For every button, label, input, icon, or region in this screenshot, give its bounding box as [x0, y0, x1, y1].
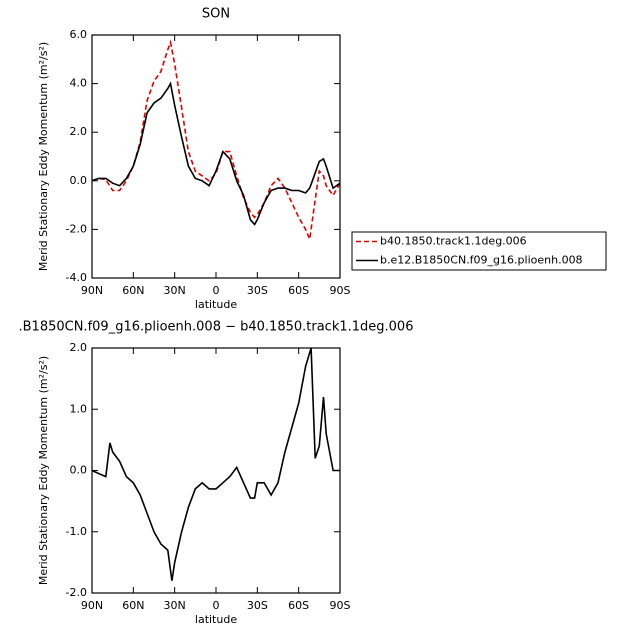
- x-tick-label: 90S: [330, 599, 351, 612]
- y-tick-label: 0.0: [70, 174, 88, 187]
- x-tick-label: 60N: [122, 599, 144, 612]
- x-tick-label: 30S: [247, 284, 268, 297]
- x-tick-label: 90N: [81, 599, 103, 612]
- x-axis-label: latitude: [195, 298, 237, 311]
- x-tick-label: 30N: [164, 284, 186, 297]
- chart-title: .B1850CN.f09_g16.plioenh.008 − b40.1850.…: [19, 320, 414, 335]
- y-tick-label: 0.0: [70, 464, 88, 477]
- y-tick-label: -2.0: [66, 586, 87, 599]
- series-line: [91, 81, 341, 226]
- y-tick-label: 4.0: [70, 77, 88, 90]
- legend-box: [351, 231, 607, 271]
- x-tick-label: 60S: [288, 284, 309, 297]
- x-tick-label: 30S: [247, 599, 268, 612]
- plot-frame: [91, 34, 341, 279]
- x-tick-label: 90N: [81, 284, 103, 297]
- y-tick-label: -1.0: [66, 525, 87, 538]
- x-tick-label: 0: [213, 284, 220, 297]
- x-axis-label: latitude: [195, 613, 237, 626]
- x-tick-label: 0: [213, 599, 220, 612]
- x-tick-label: 90S: [330, 284, 351, 297]
- x-tick-label: 60N: [122, 284, 144, 297]
- series-line: [91, 347, 340, 581]
- y-axis-label: Merid Stationary Eddy Momentum (m²/s²): [37, 42, 50, 271]
- y-axis-label: Merid Stationary Eddy Momentum (m²/s²): [37, 356, 50, 585]
- y-tick-label: -2.0: [66, 222, 87, 235]
- y-tick-label: 2.0: [70, 341, 88, 354]
- chart-title: SON: [202, 7, 230, 22]
- y-tick-label: 1.0: [70, 402, 88, 415]
- y-tick-label: -4.0: [66, 271, 87, 284]
- x-tick-label: 30N: [164, 599, 186, 612]
- legend-label: b.e12.B1850CN.f09_g16.plioenh.008: [380, 254, 583, 267]
- legend-label: b40.1850.track1.1deg.006: [380, 235, 527, 248]
- x-tick-label: 60S: [288, 599, 309, 612]
- plot-frame: [91, 347, 341, 594]
- series-line: [91, 39, 341, 243]
- y-tick-label: 2.0: [70, 125, 88, 138]
- y-tick-label: 6.0: [70, 28, 88, 41]
